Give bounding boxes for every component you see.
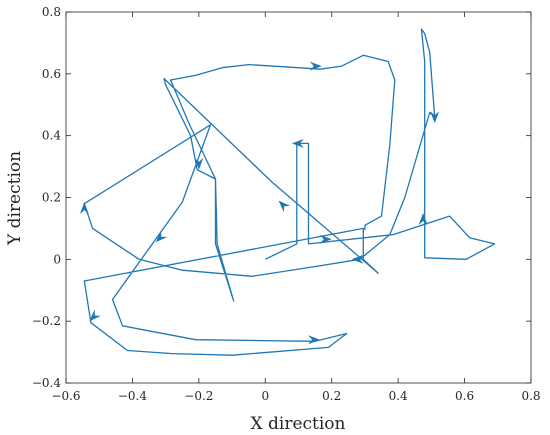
y-tick-label: −0.4 bbox=[32, 376, 62, 390]
y-tick-label: −0.2 bbox=[32, 314, 61, 328]
y-tick-label: 0.8 bbox=[42, 5, 61, 19]
plot-area bbox=[79, 28, 496, 356]
trajectory-line bbox=[83, 28, 496, 356]
direction-arrow bbox=[194, 157, 204, 170]
direction-arrow bbox=[79, 202, 89, 215]
direction-arrow bbox=[430, 111, 440, 124]
direction-arrow bbox=[291, 138, 304, 148]
axes: −0.6 −0.4 −0.2 0 0.2 0.4 0.6 0.8−0.4−0.200.20.4… bbox=[32, 5, 541, 403]
direction-arrow bbox=[418, 213, 428, 225]
y-axis-title: Y direction bbox=[5, 151, 25, 246]
y-tick-label: 0.6 bbox=[42, 67, 61, 81]
x-tick-label: 0.8 bbox=[521, 389, 540, 403]
y-tick-label: 0 bbox=[53, 252, 61, 266]
x-tick-label: −0.6 bbox=[51, 389, 80, 403]
x-tick-label: 0.6 bbox=[455, 389, 474, 403]
x-tick-label: 0.2 bbox=[322, 389, 341, 403]
direction-arrow bbox=[351, 254, 364, 264]
direction-arrow bbox=[89, 309, 101, 322]
x-axis-title: X direction bbox=[251, 414, 346, 434]
direction-arrow bbox=[309, 61, 322, 71]
y-tick-label: 0.2 bbox=[42, 191, 61, 205]
x-tick-label: −0.2 bbox=[184, 389, 213, 403]
x-tick-label: −0.4 bbox=[118, 389, 148, 403]
direction-arrow bbox=[278, 200, 291, 213]
direction-arrow bbox=[308, 335, 321, 345]
direction-arrow bbox=[155, 230, 168, 243]
y-tick-label: 0.4 bbox=[42, 129, 61, 143]
direction-arrow bbox=[319, 234, 332, 244]
x-tick-label: 0 bbox=[261, 389, 269, 403]
x-tick-label: 0.4 bbox=[389, 389, 408, 403]
